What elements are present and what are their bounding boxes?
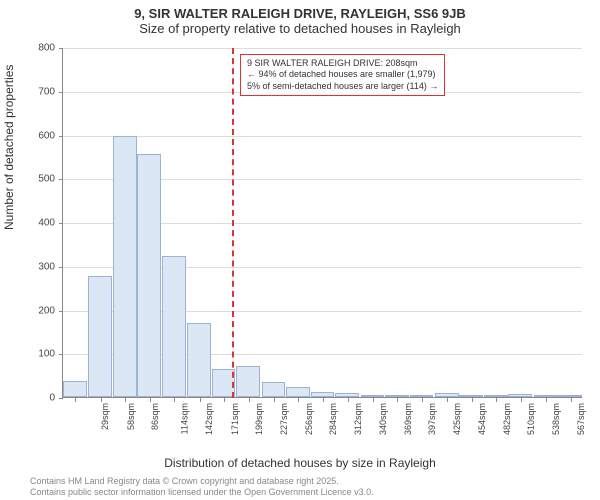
x-tick-label: 58sqm xyxy=(126,403,136,430)
y-tick-label: 100 xyxy=(25,349,55,360)
histogram-bar xyxy=(385,395,409,397)
x-tick-mark xyxy=(422,398,423,402)
x-tick-label: 510sqm xyxy=(526,403,536,435)
x-tick-mark xyxy=(323,398,324,402)
histogram-bar xyxy=(137,154,161,397)
title-line-1: 9, SIR WALTER RALEIGH DRIVE, RAYLEIGH, S… xyxy=(0,6,600,21)
histogram-bar xyxy=(335,393,359,397)
x-tick-label: 454sqm xyxy=(477,403,487,435)
x-tick-mark xyxy=(150,398,151,402)
x-tick-label: 284sqm xyxy=(329,403,339,435)
y-tick-mark xyxy=(59,179,63,180)
info-box: 9 SIR WALTER RALEIGH DRIVE: 208sqm ← 94%… xyxy=(240,54,445,96)
x-tick-mark xyxy=(447,398,448,402)
x-tick-label: 369sqm xyxy=(403,403,413,435)
histogram-bar xyxy=(410,395,434,397)
x-tick-mark xyxy=(521,398,522,402)
x-tick-label: 340sqm xyxy=(378,403,388,435)
x-tick-mark xyxy=(546,398,547,402)
x-tick-mark xyxy=(571,398,572,402)
marker-line xyxy=(232,48,234,398)
x-tick-mark xyxy=(298,398,299,402)
histogram-bar xyxy=(162,256,186,397)
histogram-bar xyxy=(236,366,260,397)
info-box-line-3: 5% of semi-detached houses are larger (1… xyxy=(247,81,438,92)
x-tick-mark xyxy=(397,398,398,402)
x-tick-mark xyxy=(174,398,175,402)
x-tick-label: 482sqm xyxy=(502,403,512,435)
histogram-bar xyxy=(63,381,87,397)
x-tick-mark xyxy=(200,398,201,402)
histogram-bar xyxy=(459,395,483,397)
x-tick-mark xyxy=(373,398,374,402)
y-tick-label: 0 xyxy=(25,393,55,404)
y-tick-mark xyxy=(59,48,63,49)
x-tick-label: 199sqm xyxy=(254,403,264,435)
x-tick-mark xyxy=(249,398,250,402)
histogram-bar xyxy=(435,393,459,397)
histogram-bar xyxy=(286,387,310,397)
y-tick-label: 300 xyxy=(25,261,55,272)
x-tick-label: 114sqm xyxy=(179,403,189,434)
info-box-line-1: 9 SIR WALTER RALEIGH DRIVE: 208sqm xyxy=(247,58,438,69)
x-tick-mark xyxy=(101,398,102,402)
y-tick-mark xyxy=(59,223,63,224)
y-tick-mark xyxy=(59,92,63,93)
x-tick-label: 538sqm xyxy=(551,403,561,435)
histogram-bar xyxy=(187,323,211,397)
x-tick-label: 142sqm xyxy=(204,403,214,435)
x-tick-label: 171sqm xyxy=(230,403,240,435)
x-tick-mark xyxy=(274,398,275,402)
histogram-bar xyxy=(534,395,558,397)
x-tick-label: 256sqm xyxy=(304,403,314,435)
x-tick-label: 567sqm xyxy=(576,403,586,435)
x-tick-label: 86sqm xyxy=(150,403,160,430)
histogram-bar xyxy=(262,382,286,397)
y-tick-label: 800 xyxy=(25,43,55,54)
x-tick-label: 29sqm xyxy=(100,403,110,430)
gridline-h xyxy=(63,48,582,49)
x-tick-label: 397sqm xyxy=(427,403,437,435)
histogram-bar xyxy=(558,395,582,397)
histogram-bar xyxy=(88,276,112,397)
x-tick-mark xyxy=(472,398,473,402)
footer-line-1: Contains HM Land Registry data © Crown c… xyxy=(30,476,374,487)
y-tick-label: 700 xyxy=(25,86,55,97)
y-tick-mark xyxy=(59,354,63,355)
info-box-line-2: ← 94% of detached houses are smaller (1,… xyxy=(247,69,438,80)
x-tick-label: 227sqm xyxy=(279,403,289,435)
attribution-footer: Contains HM Land Registry data © Crown c… xyxy=(30,476,374,498)
x-tick-label: 312sqm xyxy=(353,403,363,435)
y-tick-label: 200 xyxy=(25,305,55,316)
footer-line-2: Contains public sector information licen… xyxy=(30,487,374,498)
histogram-bar xyxy=(113,136,137,397)
chart-title-block: 9, SIR WALTER RALEIGH DRIVE, RAYLEIGH, S… xyxy=(0,0,600,36)
y-tick-label: 500 xyxy=(25,174,55,185)
histogram-bar xyxy=(508,394,532,398)
y-tick-mark xyxy=(59,136,63,137)
histogram-bar xyxy=(361,395,385,397)
title-line-2: Size of property relative to detached ho… xyxy=(0,21,600,36)
x-tick-label: 425sqm xyxy=(452,403,462,435)
histogram-bar xyxy=(484,395,508,397)
y-tick-mark xyxy=(59,398,63,399)
y-tick-label: 600 xyxy=(25,130,55,141)
gridline-h xyxy=(63,136,582,137)
y-tick-mark xyxy=(59,311,63,312)
histogram-bar xyxy=(311,392,335,397)
x-tick-mark xyxy=(348,398,349,402)
x-tick-mark xyxy=(125,398,126,402)
x-tick-mark xyxy=(75,398,76,402)
x-axis-label: Distribution of detached houses by size … xyxy=(0,456,600,470)
x-tick-mark xyxy=(496,398,497,402)
histogram-plot: 010020030040050060070080029sqm58sqm86sqm… xyxy=(62,48,582,398)
y-tick-label: 400 xyxy=(25,218,55,229)
y-tick-mark xyxy=(59,267,63,268)
y-axis-label: Number of detached properties xyxy=(2,65,16,230)
x-tick-mark xyxy=(224,398,225,402)
